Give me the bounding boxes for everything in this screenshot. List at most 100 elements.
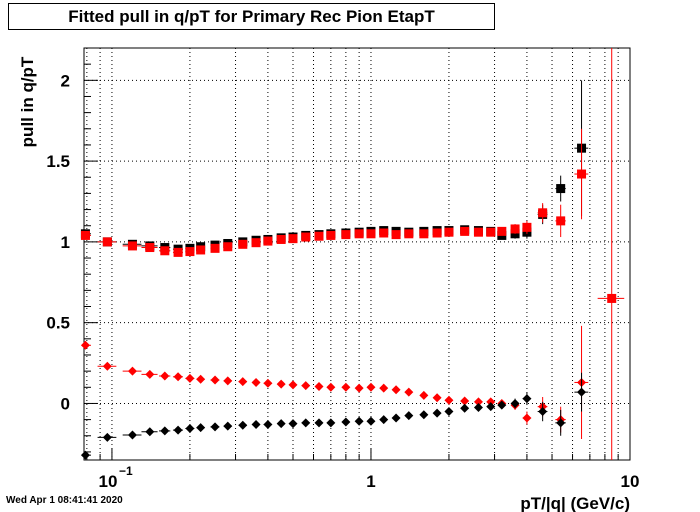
data-point-diamond <box>145 427 155 437</box>
data-point-square <box>276 234 286 244</box>
data-point-diamond <box>276 379 286 389</box>
data-point-square <box>127 241 137 251</box>
data-point-diamond <box>444 407 454 417</box>
data-point-square <box>510 224 520 234</box>
data-point-diamond <box>145 369 155 379</box>
data-point-diamond <box>522 394 532 404</box>
data-point-diamond <box>263 378 273 388</box>
timestamp: Wed Apr 1 08:41:41 2020 <box>6 495 123 506</box>
data-point-square <box>391 230 401 240</box>
data-point-diamond <box>223 421 233 431</box>
data-point-diamond <box>419 390 429 400</box>
data-point-diamond <box>379 415 389 425</box>
data-point-diamond <box>127 366 137 376</box>
data-point-diamond <box>263 419 273 429</box>
data-point-square <box>145 243 155 253</box>
data-point-diamond <box>497 400 507 410</box>
data-point-diamond <box>185 423 195 433</box>
data-point-square <box>366 229 376 239</box>
x-tick-label: 1 <box>366 472 375 491</box>
data-point-diamond <box>473 402 483 412</box>
data-point-diamond <box>366 382 376 392</box>
data-point-diamond <box>185 373 195 383</box>
data-point-diamond <box>419 410 429 420</box>
data-point-square <box>538 208 548 218</box>
data-point-diamond <box>460 396 470 406</box>
data-marks <box>80 48 625 460</box>
x-tick-label: 10 <box>621 472 640 491</box>
data-point-square <box>444 227 454 237</box>
data-point-diamond <box>102 361 112 371</box>
data-point-square <box>341 230 351 240</box>
data-point-square <box>223 242 233 252</box>
data-point-square <box>379 228 389 238</box>
data-point-diamond <box>160 426 170 436</box>
data-point-square <box>460 226 470 236</box>
data-point-diamond <box>354 416 364 426</box>
data-point-square <box>354 229 364 239</box>
data-point-diamond <box>196 423 206 433</box>
data-point-square <box>314 231 324 241</box>
data-point-diamond <box>288 419 298 429</box>
data-point-square <box>326 230 336 240</box>
data-point-diamond <box>432 393 442 403</box>
data-point-diamond <box>288 380 298 390</box>
data-point-diamond <box>314 381 324 391</box>
grid-lines <box>84 48 630 460</box>
data-point-diamond <box>301 418 311 428</box>
data-point-diamond <box>404 411 414 421</box>
data-point-diamond <box>444 395 454 405</box>
data-point-square <box>556 184 566 194</box>
data-point-diamond <box>301 381 311 391</box>
y-tick-label: 0.5 <box>46 314 70 333</box>
data-point-square <box>486 227 496 237</box>
data-point-diamond <box>366 416 376 426</box>
data-point-square <box>556 216 566 226</box>
data-point-diamond <box>538 407 548 417</box>
data-point-square <box>173 247 183 257</box>
data-point-diamond <box>314 418 324 428</box>
data-point-diamond <box>473 397 483 407</box>
x-axis-label: pT/|q| (GeV/c) <box>520 494 630 512</box>
data-point-diamond <box>276 419 286 429</box>
y-tick-label: 1 <box>61 233 70 252</box>
data-point-square <box>607 293 617 303</box>
data-point-square <box>263 236 273 246</box>
data-point-diamond <box>577 387 587 397</box>
data-point-diamond <box>379 383 389 393</box>
data-point-diamond <box>486 402 496 412</box>
data-point-diamond <box>80 450 90 460</box>
data-point-square <box>419 229 429 239</box>
data-point-diamond <box>210 375 220 385</box>
data-point-diamond <box>238 420 248 430</box>
data-point-square <box>404 229 414 239</box>
data-point-diamond <box>354 383 364 393</box>
chart-title: Fitted pull in q/pT for Primary Rec Pion… <box>8 3 495 30</box>
data-point-diamond <box>238 377 248 387</box>
data-point-diamond <box>391 385 401 395</box>
data-point-diamond <box>160 371 170 381</box>
x-tick-label-exponent: −1 <box>119 464 133 478</box>
y-tick-label: 2 <box>61 71 70 90</box>
data-point-square <box>301 232 311 242</box>
data-point-square <box>196 245 206 255</box>
data-point-diamond <box>127 430 137 440</box>
data-point-square <box>497 226 507 236</box>
data-point-diamond <box>251 419 261 429</box>
data-point-square <box>288 234 298 244</box>
data-point-diamond <box>432 408 442 418</box>
data-point-diamond <box>404 387 414 397</box>
data-point-diamond <box>460 403 470 413</box>
data-point-square <box>251 238 261 248</box>
data-point-square <box>80 230 90 240</box>
data-point-diamond <box>326 418 336 428</box>
data-point-diamond <box>173 372 183 382</box>
data-point-square <box>185 247 195 257</box>
data-point-square <box>522 222 532 232</box>
data-point-diamond <box>341 382 351 392</box>
data-point-square <box>577 169 587 179</box>
data-point-diamond <box>326 382 336 392</box>
data-point-square <box>432 228 442 238</box>
y-tick-label: 1.5 <box>46 152 70 171</box>
